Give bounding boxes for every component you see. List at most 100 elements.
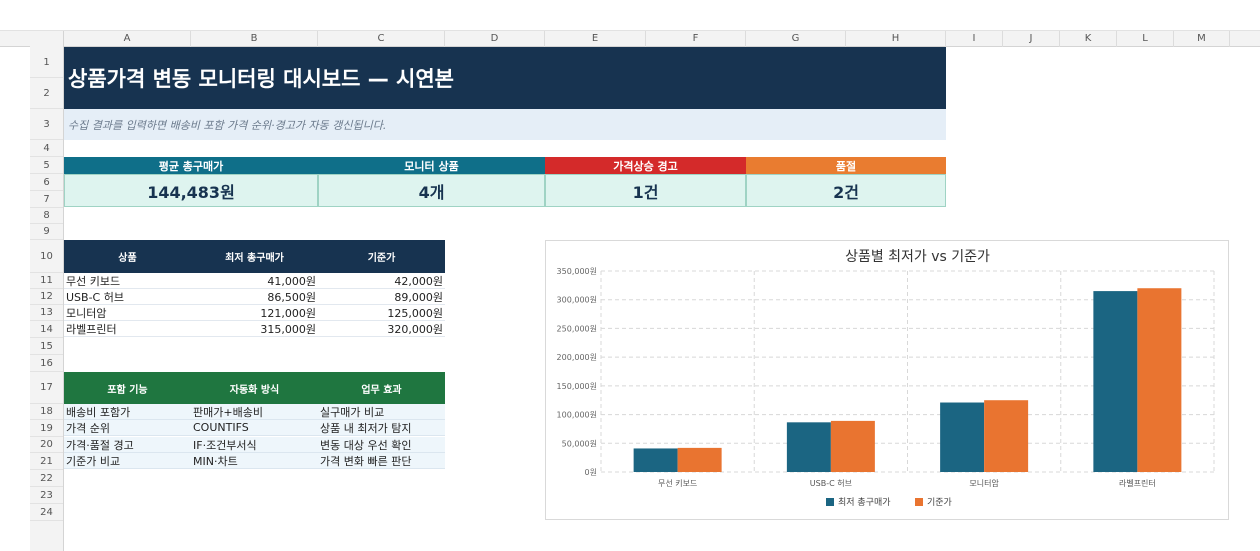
row-header[interactable]: 16 (30, 355, 63, 372)
kpi-label-sold-out[interactable]: 품절 (746, 157, 946, 174)
column-header-g[interactable]: G (746, 31, 846, 47)
table-cell[interactable]: 변동 대상 우선 확인 (318, 437, 445, 453)
x-tick-label: USB-C 허브 (810, 479, 852, 488)
column-header-strip: A B C D E F G H I J K L M (0, 30, 1260, 47)
kpi-value-price-alert[interactable]: 1건 (545, 174, 746, 207)
product-table-header-base[interactable]: 기준가 (318, 240, 445, 273)
column-header-f[interactable]: F (646, 31, 746, 47)
row-header[interactable]: 24 (30, 504, 63, 521)
row-header[interactable]: 15 (30, 338, 63, 355)
column-header-i[interactable]: I (946, 31, 1003, 47)
table-cell[interactable]: 상품 내 최저가 탐지 (318, 420, 445, 436)
kpi-label-monitored[interactable]: 모니터 상품 (318, 157, 545, 174)
row-header[interactable]: 9 (30, 224, 63, 240)
chart-title: 상품별 최저가 vs 기준가 (845, 249, 990, 265)
kpi-value-avg-price[interactable]: 144,483원 (64, 174, 318, 207)
row-header[interactable]: 11 (30, 273, 63, 289)
table-cell[interactable]: IF·조건부서식 (191, 437, 318, 453)
table-cell[interactable]: 모니터암 (64, 305, 191, 321)
dashboard-subtitle[interactable]: 수집 결과를 입력하면 배송비 포함 가격 순위·경고가 자동 갱신됩니다. (64, 109, 946, 140)
row-header[interactable]: 4 (30, 140, 63, 157)
table-cell[interactable]: 배송비 포함가 (64, 404, 191, 420)
row-header[interactable]: 19 (30, 420, 63, 437)
row-header[interactable]: 7 (30, 191, 63, 208)
column-header-d[interactable]: D (445, 31, 545, 47)
table-cell[interactable]: 315,000원 (191, 321, 318, 337)
bar-lowest (633, 448, 678, 472)
column-header-m[interactable]: M (1174, 31, 1230, 47)
select-all-corner[interactable] (30, 31, 64, 47)
row-header[interactable]: 21 (30, 453, 63, 470)
row-header[interactable]: 5 (30, 157, 63, 174)
row-header[interactable]: 13 (30, 305, 63, 321)
chart-canvas: 상품별 최저가 vs 기준가 0원 50,000원 100,000원 150,000원 2… (557, 249, 1215, 508)
row-header[interactable]: 6 (30, 174, 63, 191)
row-header[interactable]: 3 (30, 109, 63, 140)
column-header-a[interactable]: A (64, 31, 191, 47)
product-table-header-product[interactable]: 상품 (64, 240, 191, 273)
column-header-j[interactable]: J (1003, 31, 1060, 47)
row-header[interactable]: 22 (30, 470, 63, 487)
column-header-b[interactable]: B (191, 31, 318, 47)
row-header[interactable]: 1 (30, 47, 63, 78)
table-cell[interactable]: COUNTIFS (191, 420, 318, 436)
y-tick-label: 350,000원 (557, 267, 597, 276)
y-tick-label: 250,000원 (557, 324, 597, 333)
column-header-e[interactable]: E (545, 31, 646, 47)
row-header[interactable]: 20 (30, 437, 63, 453)
table-cell[interactable]: 기준가 비교 (64, 453, 191, 469)
bar-base (1137, 288, 1182, 472)
table-cell[interactable]: 라벨프린터 (64, 321, 191, 337)
row-header[interactable]: 12 (30, 289, 63, 305)
row-header[interactable]: 17 (30, 372, 63, 404)
table-cell[interactable]: 320,000원 (318, 321, 445, 337)
column-header-k[interactable]: K (1060, 31, 1117, 47)
bar-lowest (786, 422, 831, 472)
dashboard-title[interactable]: 상품가격 변동 모니터링 대시보드 — 시연본 (64, 47, 946, 109)
table-cell[interactable]: 125,000원 (318, 305, 445, 321)
row-header[interactable]: 23 (30, 487, 63, 504)
table-cell[interactable]: MIN·차트 (191, 453, 318, 469)
row-header[interactable]: 14 (30, 321, 63, 338)
table-cell[interactable]: 89,000원 (318, 289, 445, 305)
product-table-header-lowest[interactable]: 최저 총구매가 (191, 240, 318, 273)
row-header-strip: 1 2 3 4 5 6 7 8 9 10 11 12 13 14 15 16 1… (30, 47, 64, 551)
kpi-value-monitored[interactable]: 4개 (318, 174, 545, 207)
row-header[interactable]: 18 (30, 404, 63, 420)
bar-base (830, 420, 875, 472)
table-cell[interactable]: 41,000원 (191, 273, 318, 289)
feature-table-header-effect[interactable]: 업무 효과 (318, 372, 445, 404)
table-cell[interactable]: 42,000원 (318, 273, 445, 289)
bar-lowest (1093, 291, 1138, 472)
y-tick-label: 0원 (585, 468, 597, 477)
y-tick-label: 100,000원 (557, 411, 597, 420)
table-cell[interactable]: USB-C 허브 (64, 289, 191, 305)
feature-table-header-feature[interactable]: 포함 기능 (64, 372, 191, 404)
table-cell[interactable]: 86,500원 (191, 289, 318, 305)
feature-table-header-method[interactable]: 자동화 방식 (191, 372, 318, 404)
table-cell[interactable]: 판매가+배송비 (191, 404, 318, 420)
kpi-label-avg-price[interactable]: 평균 총구매가 (64, 157, 318, 174)
bar-base (677, 447, 722, 472)
column-header-l[interactable]: L (1117, 31, 1174, 47)
bar-lowest (940, 402, 985, 472)
table-cell[interactable]: 121,000원 (191, 305, 318, 321)
y-tick-label: 200,000원 (557, 353, 597, 362)
table-cell[interactable]: 가격 순위 (64, 420, 191, 436)
kpi-label-price-alert[interactable]: 가격상승 경고 (545, 157, 746, 174)
column-header-c[interactable]: C (318, 31, 445, 47)
row-header[interactable]: 10 (30, 240, 63, 273)
row-header[interactable]: 8 (30, 208, 63, 224)
legend-label: 최저 총구매가 (838, 497, 891, 508)
column-header-h[interactable]: H (846, 31, 946, 47)
table-cell[interactable]: 실구매가 비교 (318, 404, 445, 420)
y-tick-label: 50,000원 (562, 439, 597, 448)
table-cell[interactable]: 가격·품절 경고 (64, 437, 191, 453)
bar-base (984, 400, 1029, 472)
x-tick-label: 모니터암 (969, 478, 999, 488)
row-header[interactable]: 2 (30, 78, 63, 109)
price-comparison-chart[interactable]: 상품별 최저가 vs 기준가 0원 50,000원 100,000원 150,000원 2… (545, 240, 1229, 520)
table-cell[interactable]: 무선 키보드 (64, 273, 191, 289)
kpi-value-sold-out[interactable]: 2건 (746, 174, 946, 207)
table-cell[interactable]: 가격 변화 빠른 판단 (318, 453, 445, 469)
